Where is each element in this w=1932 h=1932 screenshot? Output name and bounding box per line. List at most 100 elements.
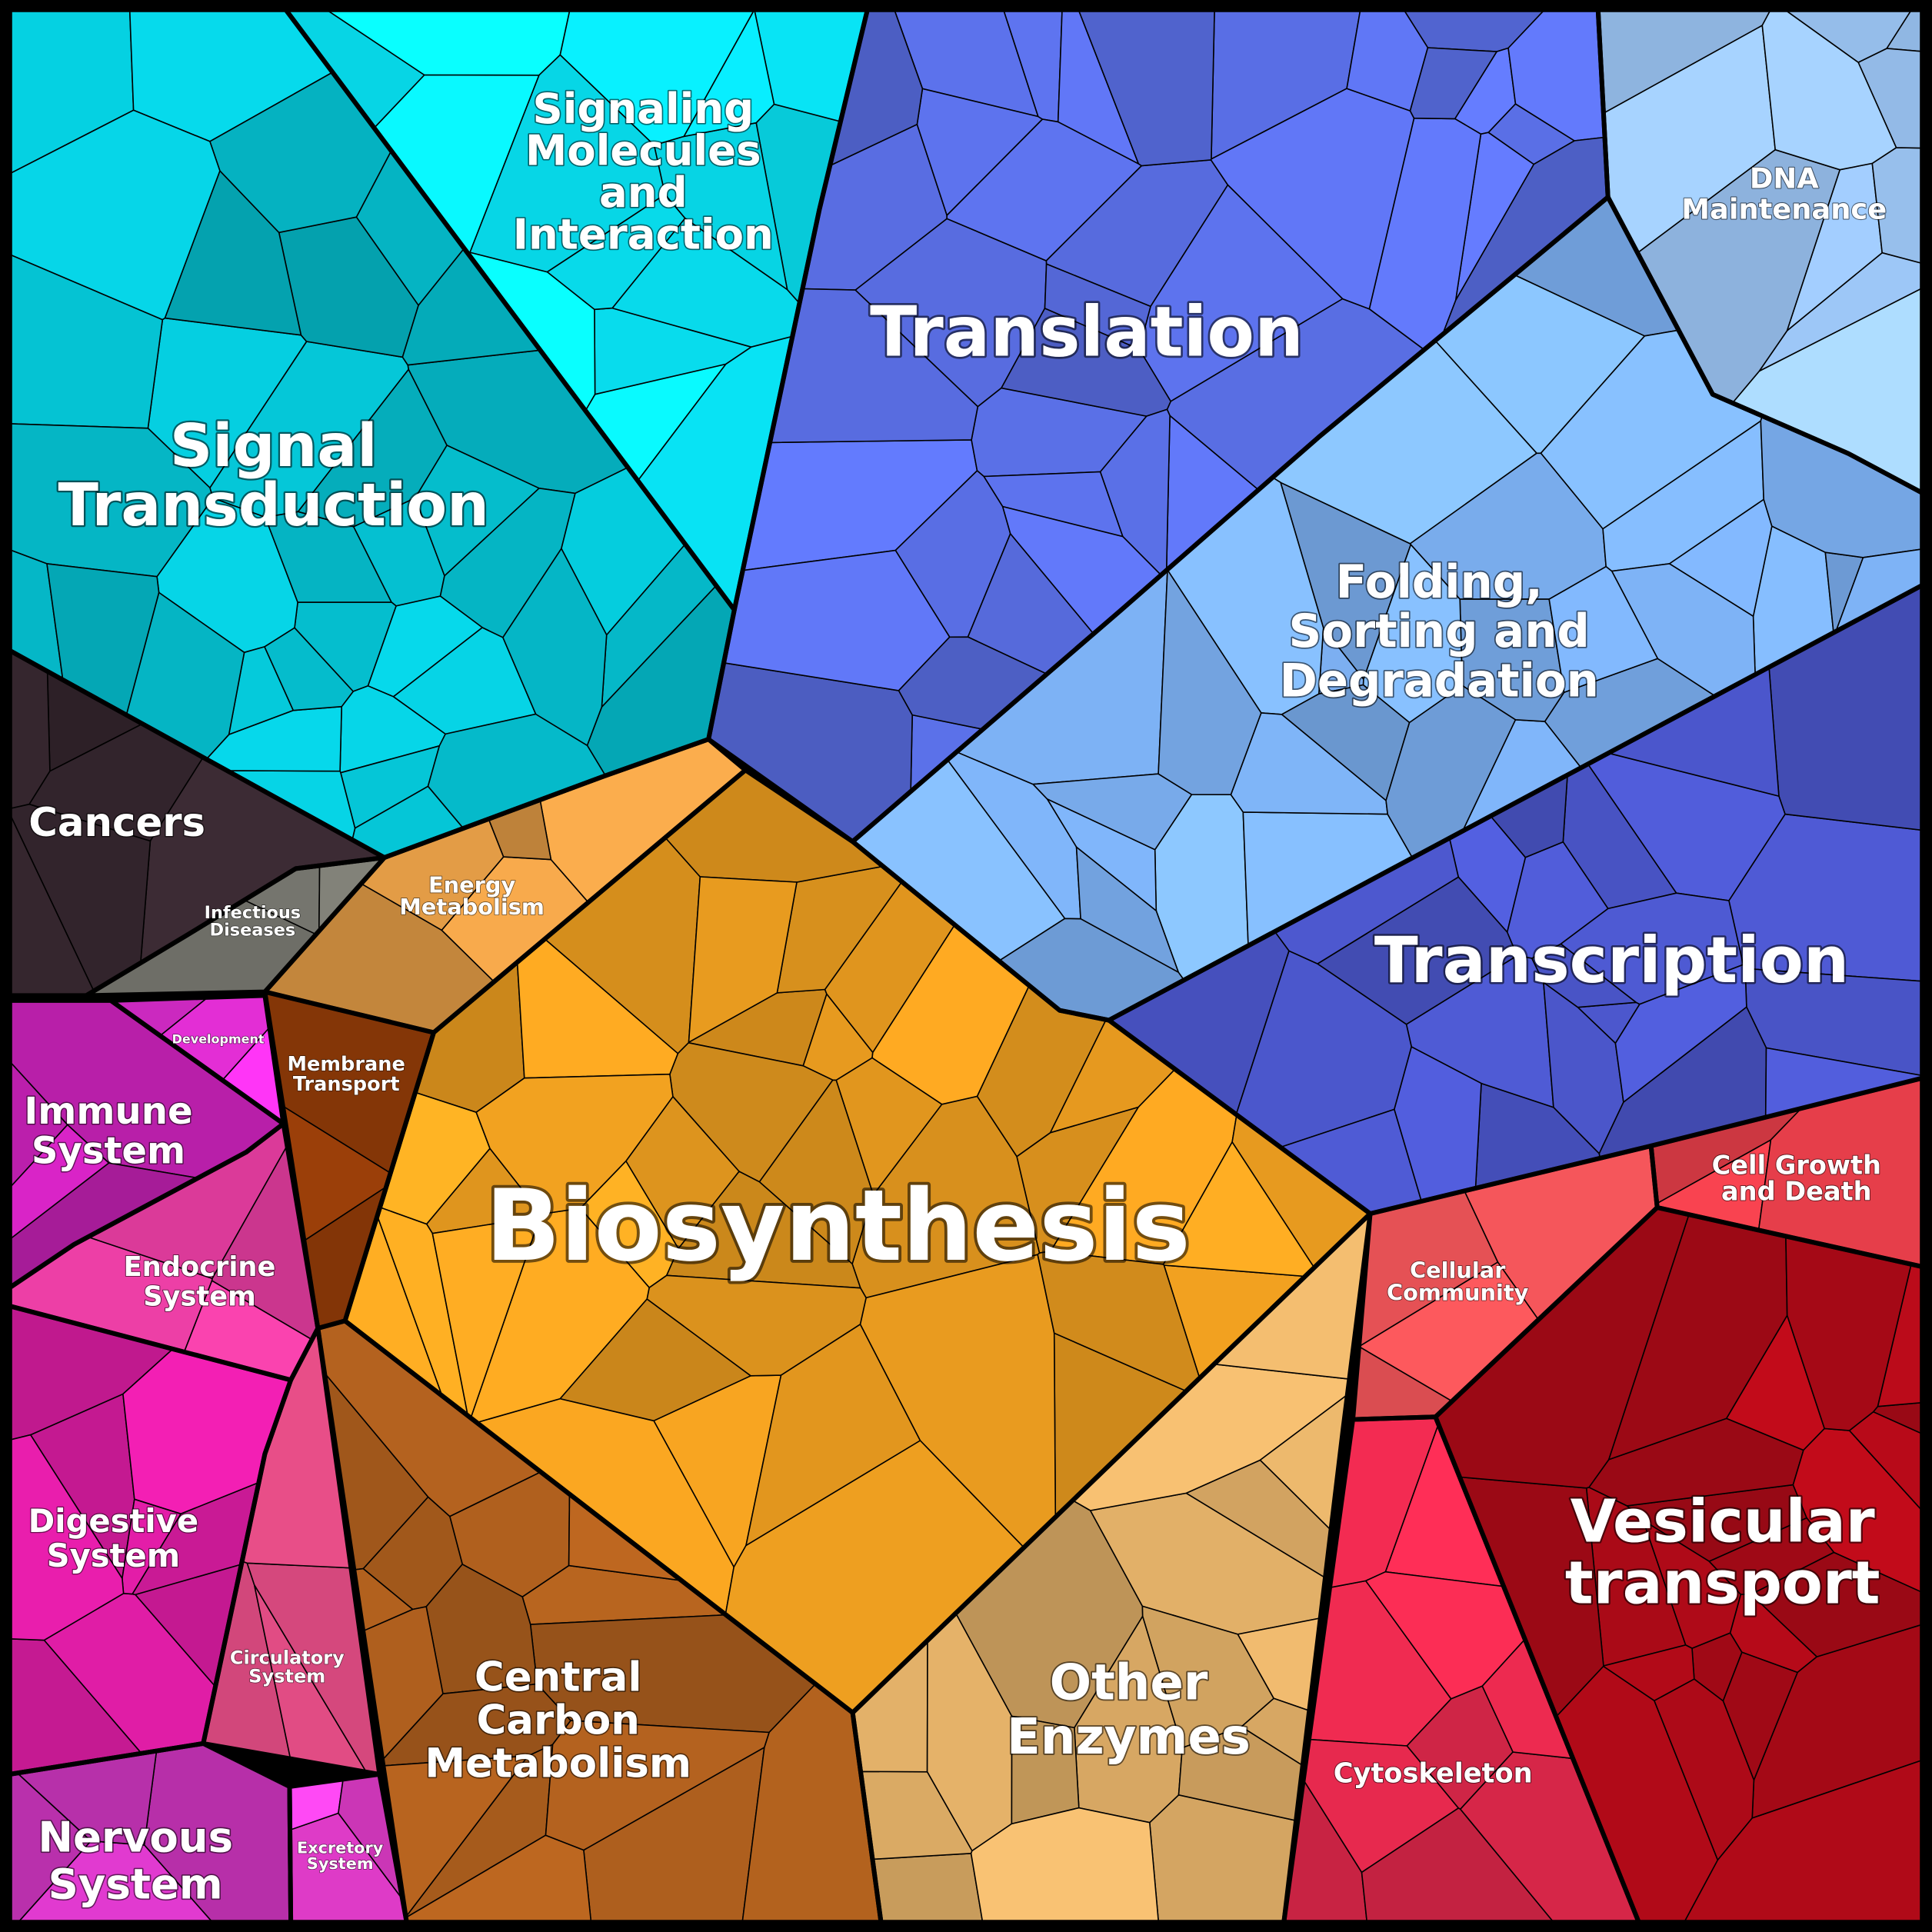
region-translation <box>708 9 1609 843</box>
cell <box>1385 685 1517 859</box>
label-line: System <box>307 1854 374 1873</box>
region-transcription <box>1108 584 1923 1214</box>
cell <box>1602 1644 1695 1702</box>
label-line: Central <box>475 1654 642 1700</box>
region-central-carbon <box>317 1320 882 1923</box>
label-line: Signal <box>170 411 378 480</box>
label-line: Maintenance <box>1681 192 1887 225</box>
label-membrane-transport: Membrane Transport <box>288 1053 405 1096</box>
label-line: Folding, <box>1336 555 1543 608</box>
region-border-other-enzymes <box>850 1211 1373 1925</box>
label-cell-growth-death: Cell Growth and Death <box>1712 1150 1881 1206</box>
cell <box>9 109 221 321</box>
label-line: Nervous <box>38 1813 233 1862</box>
label-line: Cancers <box>28 800 205 846</box>
region-border-circulatory-system <box>201 1326 382 1777</box>
cell <box>367 595 484 698</box>
label-signal-transduction: Signal Transduction <box>58 411 489 539</box>
region-signaling-molecules <box>285 9 868 611</box>
cell <box>263 627 355 711</box>
cell <box>646 1274 867 1377</box>
label-line: Enzymes <box>1007 1709 1251 1766</box>
label-line: DNA <box>1750 162 1819 195</box>
region-border-cytoskeleton <box>1281 1414 1641 1925</box>
label-line: Circulatory <box>230 1647 345 1669</box>
cell <box>415 444 541 577</box>
cell <box>546 193 686 311</box>
label-line: Transduction <box>58 471 489 539</box>
label-excretory-system: Excretory System <box>297 1838 384 1873</box>
region-biosynthesis <box>344 769 1371 1714</box>
region-digestive-system <box>9 1305 292 1775</box>
label-folding-sorting: Folding, Sorting and Degradation <box>1280 555 1599 707</box>
label-infectious-diseases: Infectious Diseases <box>205 903 301 940</box>
label-cellular-community: Cellular Community <box>1387 1257 1529 1306</box>
label-other-enzymes: Other Enzymes <box>1007 1654 1251 1766</box>
region-cell-growth-death <box>1650 1077 1923 1267</box>
cell <box>744 1323 921 1547</box>
label-line: and Death <box>1721 1176 1872 1206</box>
label-line: Degradation <box>1280 654 1599 707</box>
label-line: Biosynthesis <box>485 1169 1191 1284</box>
treemap-labels: Signal Transduction Signaling Molecules and I… <box>23 82 1887 1910</box>
label-transcription: Transcription <box>1374 923 1849 998</box>
region-folding-sorting <box>851 196 1923 1021</box>
label-line: Development <box>172 1031 265 1046</box>
region-vesicular-transport <box>1434 1207 1923 1923</box>
label-biosynthesis: Biosynthesis <box>485 1169 1191 1284</box>
cell <box>1016 1106 1140 1254</box>
region-excretory-system <box>288 1774 408 1923</box>
region-signal-transduction <box>9 9 735 858</box>
label-circulatory-system: Circulatory System <box>230 1647 345 1687</box>
treemap-cells <box>9 9 1923 1923</box>
region-endocrine-system <box>9 1122 319 1381</box>
label-line: Translation <box>870 293 1304 373</box>
label-line: Community <box>1387 1280 1529 1306</box>
region-dna-maintenance <box>1597 9 1923 495</box>
cell <box>871 1852 984 1923</box>
cell <box>1362 543 1464 724</box>
label-line: Signaling <box>532 84 754 133</box>
cell <box>1044 263 1151 351</box>
cell <box>475 1073 674 1215</box>
region-cytoskeleton <box>1283 1416 1640 1923</box>
cell <box>1560 892 1744 1005</box>
label-signaling-molecules: Signaling Molecules and Interaction <box>513 84 774 258</box>
label-nervous-system: Nervous System <box>38 1813 233 1909</box>
label-energy-metabolism: Energy Metabolism <box>399 871 545 920</box>
label-line: Diseases <box>210 921 296 941</box>
label-cancers: Cancers <box>28 800 205 846</box>
label-line: Transcription <box>1374 923 1849 998</box>
cell <box>1707 1517 1835 1595</box>
label-line: Digestive <box>28 1501 199 1539</box>
cell <box>970 1807 1160 1923</box>
label-line: System <box>143 1281 256 1312</box>
label-line: Immune <box>24 1090 192 1133</box>
cell <box>1614 964 1747 1104</box>
cell <box>1761 9 1897 171</box>
label-central-carbon: Central Carbon Metabolism <box>425 1654 691 1787</box>
label-development: Development <box>172 1031 265 1046</box>
label-line: Other <box>1050 1654 1208 1711</box>
cell <box>1158 568 1262 796</box>
label-line: Cytoskeleton <box>1334 1757 1533 1789</box>
label-line: System <box>47 1536 181 1574</box>
label-line: System <box>48 1860 223 1909</box>
label-line: Interaction <box>513 209 774 258</box>
label-line: Molecules <box>525 125 761 175</box>
region-cancers <box>9 649 387 997</box>
label-digestive-system: Digestive System <box>28 1501 199 1574</box>
region-border-vesicular-transport <box>1433 1205 1925 1925</box>
cell <box>769 288 979 444</box>
region-cellular-community <box>1352 1144 1658 1421</box>
label-vesicular-transport: Vesicular transport <box>1565 1487 1880 1617</box>
cell <box>1785 1235 1912 1431</box>
label-line: Carbon <box>476 1697 639 1744</box>
label-line: Vesicular <box>1571 1487 1875 1556</box>
label-dna-maintenance: DNA Maintenance <box>1681 162 1887 225</box>
label-line: Cellular <box>1410 1257 1506 1284</box>
treemap-regions <box>7 7 1925 1925</box>
label-translation: Translation <box>870 293 1304 373</box>
